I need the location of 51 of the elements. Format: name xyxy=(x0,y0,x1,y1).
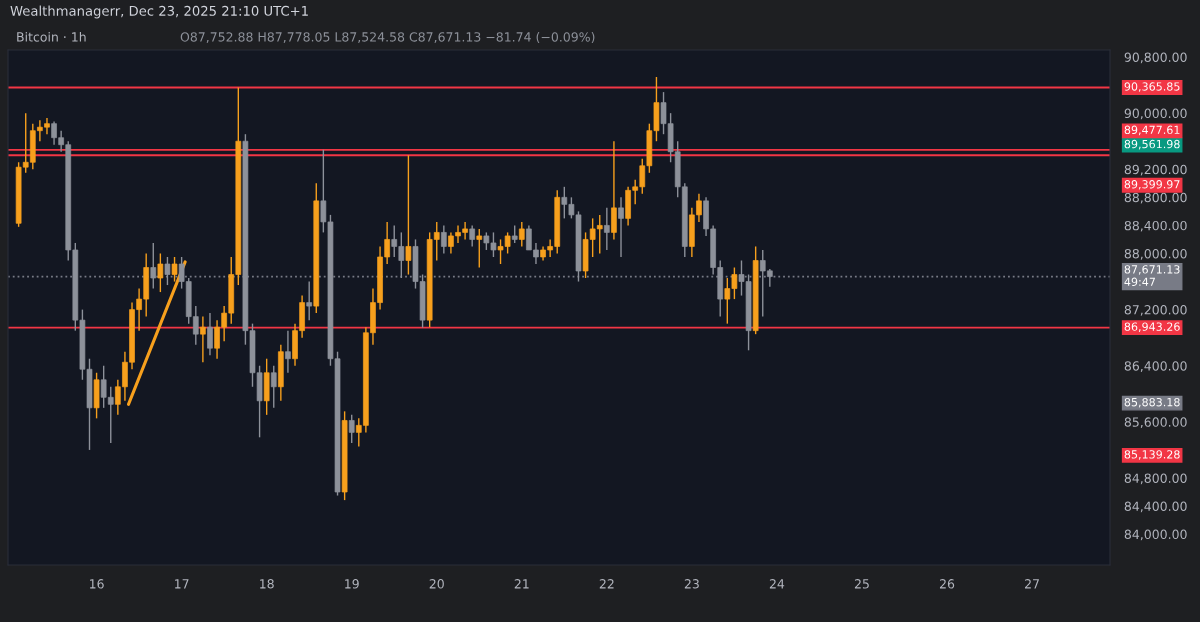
candlestick xyxy=(618,196,624,258)
candlestick xyxy=(270,365,277,409)
x-tick-label: 18 xyxy=(260,579,274,589)
candlestick xyxy=(285,329,291,374)
y-tick-label: 90,800.00 xyxy=(1124,52,1187,64)
candlestick xyxy=(306,280,313,321)
y-tick-label: 84,400.00 xyxy=(1124,501,1187,513)
x-tick-label: 22 xyxy=(599,579,614,589)
x-tick-label: 19 xyxy=(345,579,359,589)
y-tick-label: 85,883.18 xyxy=(1124,397,1180,408)
y-tick-label: 90,000.00 xyxy=(1124,108,1187,120)
y-tick-label: 84,000.00 xyxy=(1124,529,1187,541)
x-tick-label: 23 xyxy=(684,579,699,589)
x-tick-label: 26 xyxy=(939,579,955,589)
x-tick-label: 24 xyxy=(769,579,785,589)
x-tick-label: 20 xyxy=(429,579,444,589)
y-tick-label: 88,800.00 xyxy=(1124,192,1187,204)
y-tick-label: 85,600.00 xyxy=(1124,417,1187,429)
candlestick xyxy=(157,252,164,293)
candlestick xyxy=(150,242,157,290)
chart-title: Bitcoin · 1h xyxy=(17,31,86,42)
candlestick xyxy=(469,224,476,248)
candlestick xyxy=(604,207,610,251)
ref-line-label: 87,671.13 49:47 xyxy=(1124,265,1180,286)
x-tick-label: 27 xyxy=(1025,579,1039,589)
y-tick-label: 84,800.00 xyxy=(1124,473,1187,485)
candlestick xyxy=(164,256,171,286)
y-tick-label: 86,400.00 xyxy=(1124,361,1187,372)
candlestick xyxy=(405,154,412,276)
ref-line-label: 89,477.61 xyxy=(1124,125,1180,136)
y-tick-label: 88,000.00 xyxy=(1124,248,1187,260)
x-tick-label: 16 xyxy=(90,579,104,589)
y-tick-label: 88,400.00 xyxy=(1124,220,1187,232)
x-tick-label: 25 xyxy=(854,579,869,589)
x-tick-label: 21 xyxy=(514,579,529,589)
ref-line-label: 89,399.97 xyxy=(1124,180,1180,190)
candlestick xyxy=(200,315,206,363)
x-tick-label: 17 xyxy=(175,579,189,589)
candlestick xyxy=(207,312,213,356)
candlestick xyxy=(518,221,525,248)
chart-subtitle: O87,752.88 H87,778.05 L87,524.58 C87,671.13 −81.74 (−0.09%) xyxy=(180,31,595,44)
ref-line-label: 90,365.85 xyxy=(1124,82,1180,92)
y-tick-label: 89,200.00 xyxy=(1124,164,1187,176)
candlestick xyxy=(441,224,447,255)
y-tick-label: 85,139.28 xyxy=(1124,450,1180,460)
candlestick xyxy=(476,228,483,269)
y-tick-label: 87,200.00 xyxy=(1124,305,1187,316)
y-tick-label: 89,561.98 xyxy=(1124,139,1180,150)
candlestick xyxy=(348,414,355,444)
text: Wealthmanagerr, Dec 23, 2025 21:10 UTC+1 xyxy=(10,5,308,19)
ref-line-label: 86,943.26 xyxy=(1124,322,1180,332)
